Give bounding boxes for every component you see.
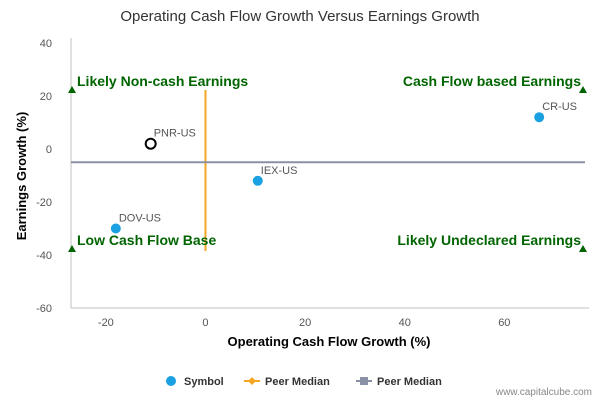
y-tick-label: -60 [36,303,52,315]
x-tick-label: 40 [399,317,411,329]
data-point[interactable] [144,137,157,150]
quadrant-marker-top-left [68,86,76,93]
credit-text[interactable]: www.capitalcube.com [495,387,592,398]
x-tick-label: -20 [98,317,114,329]
legend-symbol-marker [166,376,176,386]
data-point[interactable] [534,112,545,123]
legend-peer-median-diamond-marker [248,377,256,385]
data-point-label: PNR-US [154,128,196,140]
quadrant-marker-top-right [579,86,587,93]
data-point-label: IEX-US [261,165,298,177]
legend-peer-median-label-1[interactable]: Peer Median [265,376,330,388]
quadrant-marker-bottom-right [579,245,587,252]
x-tick-label: 0 [202,317,208,329]
data-point[interactable] [252,175,263,186]
data-points: CR-US PNR-US IEX-US DOV-US [110,101,577,234]
quadrant-marker-bottom-left [68,245,76,252]
y-tick-label: 40 [40,38,52,50]
legend-peer-median-square-marker [360,377,368,385]
legend-peer-median-label-2[interactable]: Peer Median [377,376,442,388]
x-axis-title: Operating Cash Flow Growth (%) [228,334,431,349]
y-tick-label: 20 [40,91,52,103]
quadrant-label-top-right: Cash Flow based Earnings [403,73,581,89]
data-point[interactable] [110,223,121,234]
x-tick-labels: -20 0 20 40 60 [98,317,511,329]
data-point-label: DOV-US [119,213,161,225]
x-tick-label: 60 [498,317,510,329]
y-axis-title: Earnings Growth (%) [14,112,29,241]
plot-area: 40 20 0 -20 -40 -60 -20 0 20 40 60 Likely Non-cas… [36,38,589,329]
legend-symbol-label[interactable]: Symbol [184,376,224,388]
quadrant-label-bottom-left: Low Cash Flow Base [77,232,216,248]
y-tick-label: -40 [36,250,52,262]
y-tick-labels: 40 20 0 -20 -40 -60 [36,38,52,315]
quadrant-markers [68,86,587,252]
x-tick-label: 20 [299,317,311,329]
y-tick-label: 0 [46,144,52,156]
quadrant-label-bottom-right: Likely Undeclared Earnings [397,232,581,248]
legend: Symbol Peer Median Peer Median [166,376,442,388]
chart-title: Operating Cash Flow Growth Versus Earnin… [120,8,479,25]
quadrant-label-top-left: Likely Non-cash Earnings [77,73,248,89]
y-tick-label: -20 [36,197,52,209]
data-point-label: CR-US [542,101,577,113]
